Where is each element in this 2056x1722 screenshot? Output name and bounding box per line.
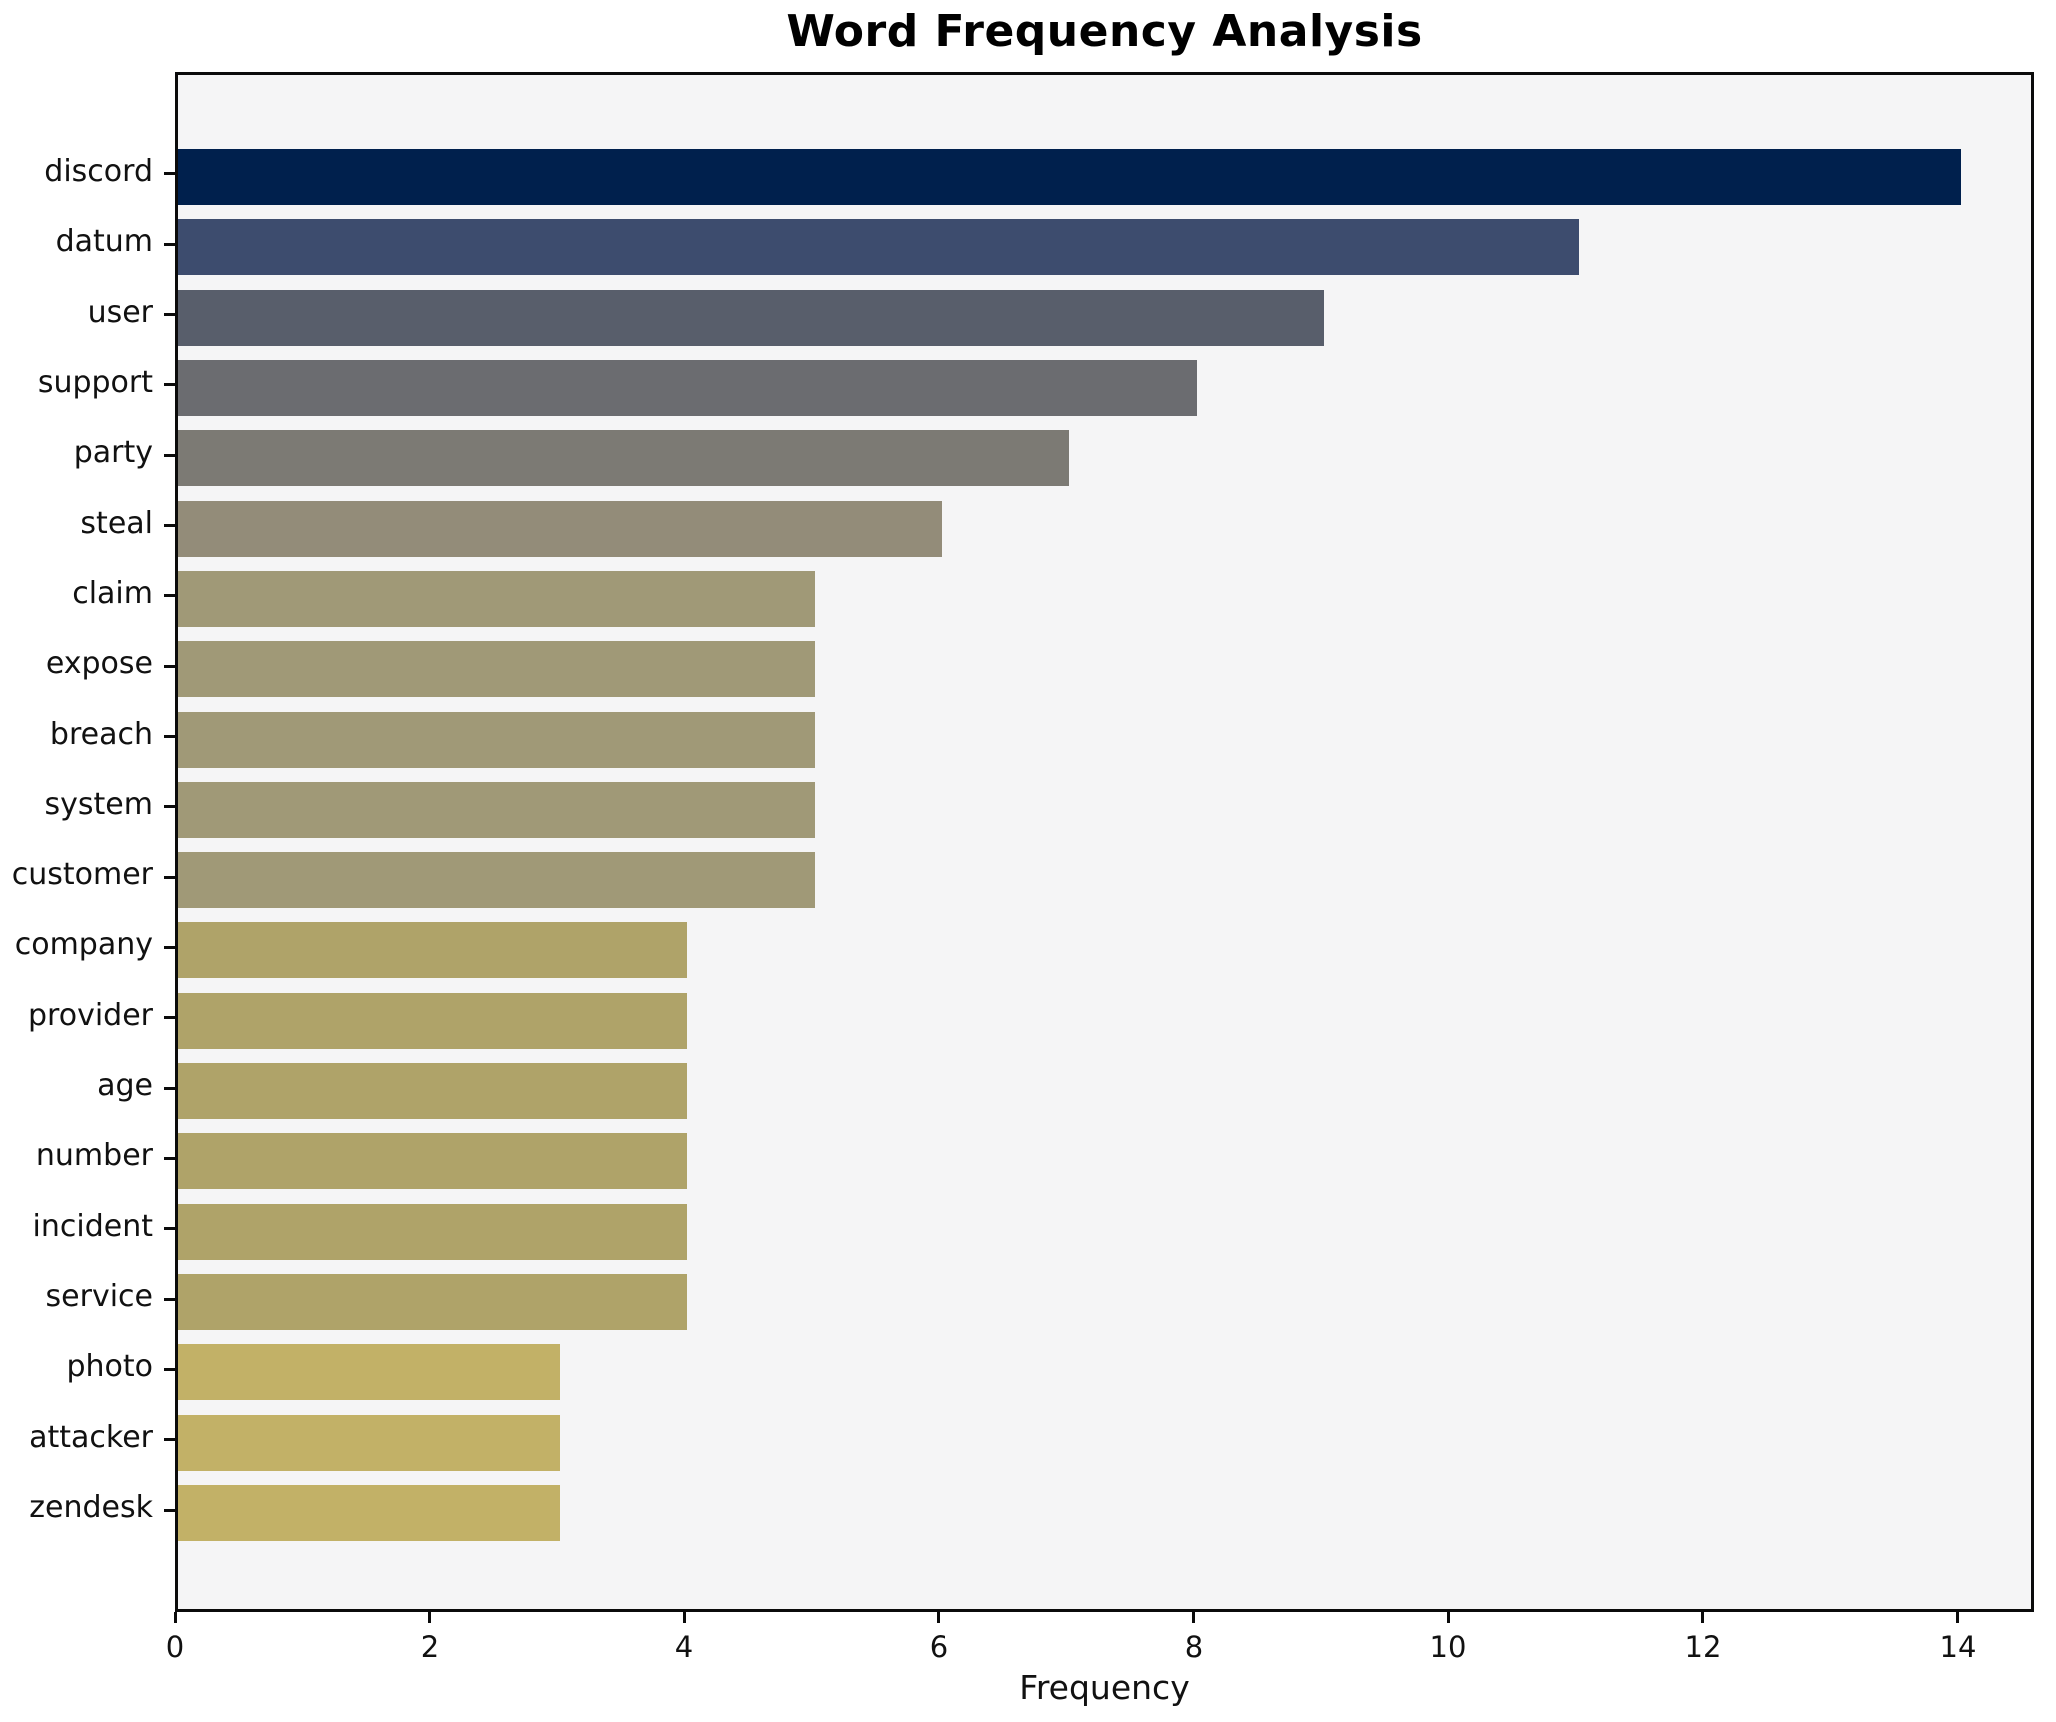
bar-customer bbox=[178, 852, 815, 908]
y-tick-label-zendesk: zendesk bbox=[29, 1490, 153, 1525]
x-tick-value-12: 12 bbox=[1684, 1630, 1722, 1664]
y-tick-label-incident: incident bbox=[32, 1209, 153, 1244]
x-tick-value-2: 2 bbox=[420, 1630, 440, 1664]
y-tick-label-steal: steal bbox=[80, 506, 153, 541]
y-tick-mark-support bbox=[164, 383, 175, 386]
y-tick-mark-steal bbox=[164, 524, 175, 527]
bar-photo bbox=[178, 1344, 560, 1400]
y-tick-label-party: party bbox=[73, 435, 153, 470]
y-tick-label-photo: photo bbox=[66, 1349, 153, 1384]
y-tick-mark-company bbox=[164, 946, 175, 949]
y-tick-mark-datum bbox=[164, 243, 175, 246]
y-tick-label-expose: expose bbox=[45, 646, 153, 681]
x-tick-value-10: 10 bbox=[1429, 1630, 1467, 1664]
bar-claim bbox=[178, 571, 815, 627]
x-tick-value-14: 14 bbox=[1939, 1630, 1977, 1664]
bar-service bbox=[178, 1274, 687, 1330]
y-tick-mark-zendesk bbox=[164, 1509, 175, 1512]
y-tick-mark-user bbox=[164, 313, 175, 316]
bar-incident bbox=[178, 1204, 687, 1260]
bar-datum bbox=[178, 219, 1579, 275]
x-tick-mark-10 bbox=[1447, 1612, 1450, 1623]
y-tick-mark-photo bbox=[164, 1368, 175, 1371]
x-tick-mark-2 bbox=[428, 1612, 431, 1623]
y-tick-label-datum: datum bbox=[55, 224, 153, 259]
bar-age bbox=[178, 1063, 687, 1119]
x-tick-value-6: 6 bbox=[929, 1630, 949, 1664]
x-tick-mark-8 bbox=[1192, 1612, 1195, 1623]
y-tick-label-provider: provider bbox=[28, 998, 153, 1033]
bar-steal bbox=[178, 501, 942, 557]
y-tick-label-attacker: attacker bbox=[29, 1420, 153, 1455]
bar-number bbox=[178, 1133, 687, 1189]
x-axis-title: Frequency bbox=[1019, 1668, 1190, 1707]
y-tick-mark-party bbox=[164, 454, 175, 457]
bar-user bbox=[178, 290, 1324, 346]
x-tick-mark-6 bbox=[937, 1612, 940, 1623]
y-tick-label-user: user bbox=[87, 295, 153, 330]
y-tick-label-company: company bbox=[14, 927, 153, 962]
y-tick-mark-incident bbox=[164, 1227, 175, 1230]
x-tick-value-8: 8 bbox=[1184, 1630, 1204, 1664]
y-tick-mark-provider bbox=[164, 1016, 175, 1019]
y-tick-mark-customer bbox=[164, 876, 175, 879]
y-tick-mark-claim bbox=[164, 594, 175, 597]
y-tick-label-support: support bbox=[37, 365, 153, 400]
bar-zendesk bbox=[178, 1485, 560, 1541]
bar-provider bbox=[178, 993, 687, 1049]
y-tick-mark-system bbox=[164, 805, 175, 808]
bar-discord bbox=[178, 149, 1961, 205]
y-tick-mark-attacker bbox=[164, 1438, 175, 1441]
y-tick-label-customer: customer bbox=[11, 857, 153, 892]
y-tick-label-system: system bbox=[44, 787, 153, 822]
x-tick-value-0: 0 bbox=[165, 1630, 185, 1664]
y-tick-mark-age bbox=[164, 1087, 175, 1090]
y-tick-mark-expose bbox=[164, 665, 175, 668]
bar-party bbox=[178, 430, 1069, 486]
y-tick-label-claim: claim bbox=[72, 576, 153, 611]
bar-company bbox=[178, 922, 687, 978]
bar-support bbox=[178, 360, 1197, 416]
x-tick-mark-14 bbox=[1956, 1612, 1959, 1623]
y-tick-mark-number bbox=[164, 1157, 175, 1160]
y-tick-label-age: age bbox=[97, 1068, 153, 1103]
y-tick-mark-service bbox=[164, 1298, 175, 1301]
y-tick-label-service: service bbox=[45, 1279, 153, 1314]
bar-breach bbox=[178, 712, 815, 768]
y-tick-mark-discord bbox=[164, 172, 175, 175]
x-tick-mark-0 bbox=[174, 1612, 177, 1623]
chart-title: Word Frequency Analysis bbox=[786, 6, 1423, 57]
y-tick-label-number: number bbox=[35, 1138, 153, 1173]
y-tick-mark-breach bbox=[164, 735, 175, 738]
plot-area bbox=[175, 72, 2034, 1612]
bar-expose bbox=[178, 641, 815, 697]
bar-attacker bbox=[178, 1415, 560, 1471]
bar-system bbox=[178, 782, 815, 838]
x-tick-mark-12 bbox=[1701, 1612, 1704, 1623]
y-tick-label-breach: breach bbox=[49, 717, 153, 752]
y-tick-label-discord: discord bbox=[44, 154, 153, 189]
x-tick-value-4: 4 bbox=[674, 1630, 694, 1664]
x-tick-mark-4 bbox=[683, 1612, 686, 1623]
